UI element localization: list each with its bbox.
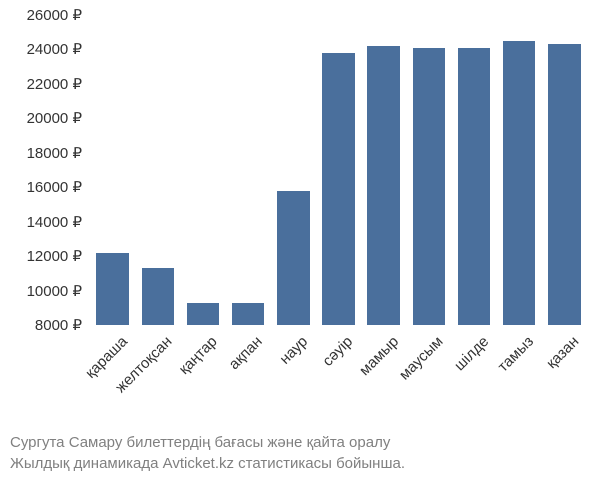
- caption-line-1: Сургута Самару билеттердің бағасы және қ…: [10, 432, 590, 453]
- bar: [413, 48, 446, 325]
- x-tick-label: наур: [277, 333, 312, 368]
- y-tick-label: 26000 ₽: [10, 6, 82, 24]
- x-tick-label: қазан: [543, 333, 582, 372]
- bar: [503, 41, 536, 325]
- x-tick-label: шілде: [451, 333, 492, 374]
- bar: [142, 268, 175, 325]
- y-tick-label: 18000 ₽: [10, 144, 82, 162]
- bar: [96, 253, 129, 325]
- bar: [232, 303, 265, 325]
- y-tick-label: 16000 ₽: [10, 178, 82, 196]
- x-tick-label: маусым: [396, 333, 447, 384]
- x-tick-label: ақпан: [226, 333, 266, 373]
- x-axis-labels: қарашажелтоқсанқаңтарақпаннаурсәуірмамыр…: [90, 333, 587, 423]
- y-tick-label: 12000 ₽: [10, 247, 82, 265]
- y-tick-label: 22000 ₽: [10, 75, 82, 93]
- bar: [322, 53, 355, 325]
- x-tick-label: тамыз: [495, 333, 537, 375]
- caption-line-2: Жылдық динамикада Avticket.kz статистика…: [10, 453, 590, 474]
- x-tick-label: сәуір: [320, 333, 357, 370]
- y-tick-label: 8000 ₽: [10, 316, 82, 334]
- y-tick-label: 20000 ₽: [10, 109, 82, 127]
- bar: [277, 191, 310, 325]
- bar: [548, 44, 581, 325]
- x-tick-label: мамыр: [356, 333, 402, 379]
- y-tick-label: 24000 ₽: [10, 40, 82, 58]
- caption: Сургута Самару билеттердің бағасы және қ…: [10, 432, 590, 474]
- bar: [187, 303, 220, 325]
- plot-area: [90, 15, 587, 325]
- bar: [367, 46, 400, 325]
- chart-container: 8000 ₽ 10000 ₽ 12000 ₽ 14000 ₽ 16000 ₽ 18000 …: [10, 15, 590, 395]
- bar: [458, 48, 491, 325]
- y-tick-label: 14000 ₽: [10, 213, 82, 231]
- y-tick-label: 10000 ₽: [10, 282, 82, 300]
- x-tick-label: қаңтар: [176, 333, 221, 378]
- y-axis: 8000 ₽10000 ₽12000 ₽14000 ₽16000 ₽18000 …: [10, 15, 90, 325]
